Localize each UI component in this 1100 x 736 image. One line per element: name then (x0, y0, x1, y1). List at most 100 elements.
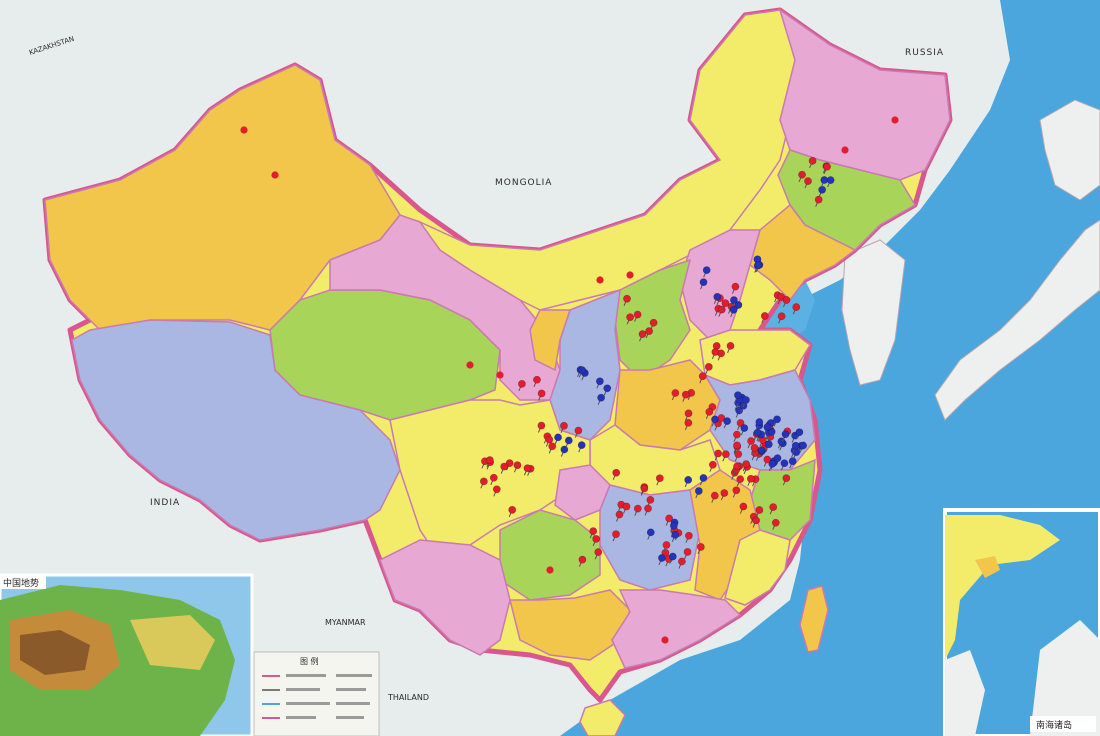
province-hebei (679, 229, 761, 341)
red-pushpin (537, 421, 546, 430)
red-pushpin (466, 361, 474, 369)
blue-pushpin (734, 301, 743, 309)
label-mongolia: MONGOLIA (495, 178, 552, 188)
red-pushpin (782, 296, 791, 304)
red-pushpin (644, 504, 652, 513)
label-russia: RUSSIA (905, 48, 944, 58)
red-pushpin (804, 177, 812, 186)
label-india: INDIA (150, 498, 180, 508)
red-pushpin (769, 503, 778, 512)
blue-pushpin (658, 554, 666, 562)
blue-pushpin (818, 185, 827, 194)
red-pushpin (589, 527, 598, 536)
province-liaoning (749, 203, 857, 302)
blue-pushpin (595, 377, 604, 386)
red-pushpin (646, 495, 655, 504)
red-pushpin (615, 510, 624, 519)
red-pushpin (696, 543, 705, 551)
red-pushpin (782, 474, 791, 483)
red-pushpin (755, 506, 764, 514)
red-pushpin (645, 327, 654, 335)
blue-pushpin (729, 305, 738, 314)
legend-title: 图 例 (300, 656, 319, 666)
blue-pushpin (694, 487, 703, 495)
label-thailand: THAILAND (387, 693, 429, 702)
red-pushpin (271, 171, 279, 179)
province-jilin (777, 149, 917, 251)
red-pushpin (705, 407, 714, 416)
blue-pushpin (564, 436, 573, 445)
blue-pushpin (773, 415, 781, 424)
red-pushpin (777, 312, 786, 321)
korea-land (841, 239, 906, 386)
red-pushpin (720, 489, 729, 497)
blue-pushpin (767, 427, 776, 436)
blue-pushpin (791, 441, 800, 450)
red-pushpin (698, 372, 707, 381)
red-pushpin (548, 442, 557, 451)
red-pushpin (626, 313, 635, 322)
red-pushpin (798, 170, 806, 179)
red-pushpin (750, 444, 759, 452)
red-pushpin (736, 475, 745, 484)
blue-pushpin (554, 433, 562, 442)
red-pushpin (626, 271, 634, 279)
red-pushpin (717, 305, 726, 314)
red-pushpin (732, 486, 741, 495)
red-pushpin (747, 437, 756, 445)
blue-pushpin (713, 292, 722, 301)
red-pushpin (891, 116, 899, 124)
red-pushpin (622, 502, 631, 511)
red-pushpin (560, 421, 568, 430)
province-guizhou (499, 509, 601, 601)
red-pushpin (671, 389, 680, 397)
red-pushpin (731, 282, 740, 291)
red-pushpin (592, 535, 601, 543)
red-pushpin (685, 531, 693, 540)
red-pushpin (733, 441, 741, 450)
blue-pushpin (773, 454, 782, 463)
red-pushpin (479, 477, 488, 486)
blue-pushpin (560, 445, 569, 454)
red-pushpin (733, 430, 741, 439)
blue-pushpin (799, 441, 807, 450)
red-pushpin (752, 516, 760, 525)
red-pushpin (823, 162, 831, 171)
red-pushpin (760, 312, 769, 320)
red-pushpin (708, 460, 717, 469)
red-pushpin (665, 514, 674, 523)
pushpins (240, 116, 899, 644)
red-pushpin (662, 541, 671, 549)
province-fujian (724, 529, 791, 606)
red-pushpin (513, 461, 522, 470)
red-pushpin (505, 459, 514, 468)
red-pushpin (574, 426, 583, 435)
red-pushpin (684, 418, 693, 427)
blue-pushpin (603, 384, 612, 393)
blue-pushpin (764, 440, 773, 449)
red-pushpin (746, 474, 755, 483)
red-pushpin (649, 318, 658, 327)
blue-pushpin (734, 391, 742, 400)
red-pushpin (492, 485, 501, 494)
red-pushpin (681, 390, 690, 399)
blue-pushpin (757, 446, 766, 455)
blue-pushpin (723, 417, 732, 425)
blue-pushpin (699, 474, 708, 482)
red-pushpin (771, 518, 780, 527)
red-pushpin (612, 530, 620, 539)
blue-pushpin (699, 278, 708, 287)
blue-pushpin (668, 552, 677, 561)
blue-pushpin (646, 528, 655, 537)
red-pushpin (683, 548, 692, 556)
label-myanmar: MYANMAR (325, 618, 366, 627)
blue-pushpin (753, 428, 762, 437)
blue-pushpin (788, 457, 797, 466)
red-pushpin (714, 449, 723, 458)
red-pushpin (546, 566, 554, 574)
blue-pushpin (684, 475, 693, 484)
red-pushpin (533, 375, 541, 384)
red-pushpin (578, 555, 587, 564)
